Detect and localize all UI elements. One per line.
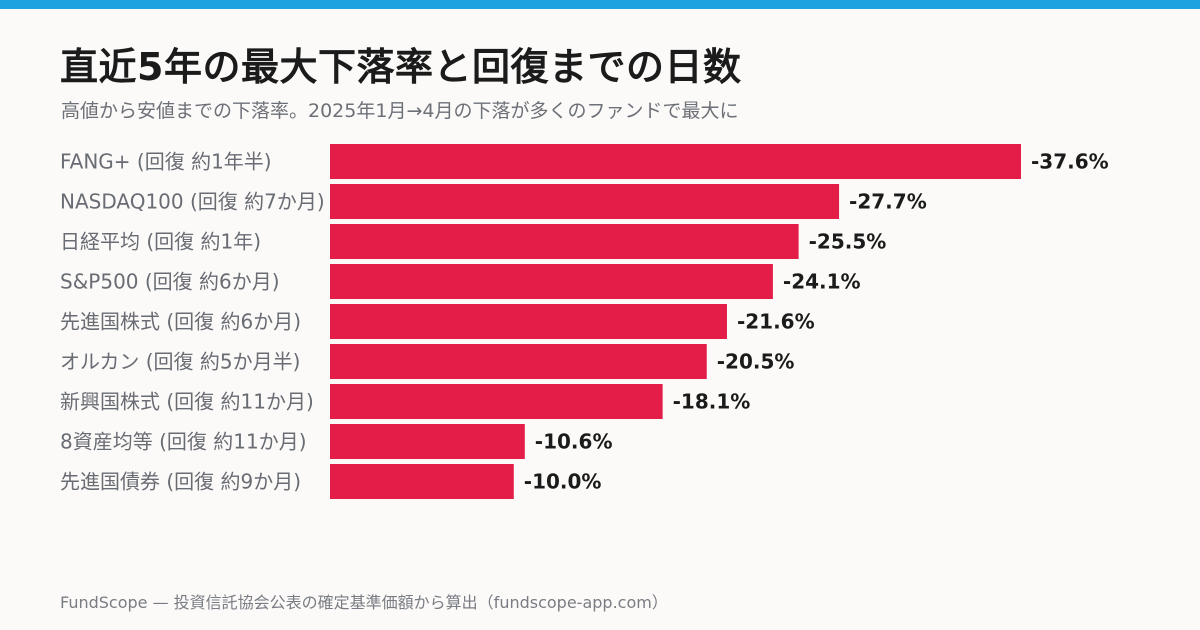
category-label: NASDAQ100 (回復 約7か月) (60, 190, 325, 214)
category-label: 8資産均等 (回復 約11か月) (60, 430, 307, 454)
chart-title: 直近5年の最大下落率と回復までの日数 (60, 45, 742, 89)
category-label: 新興国株式 (回復 約11か月) (60, 390, 314, 414)
category-label: FANG+ (回復 約1年半) (60, 150, 272, 174)
bar (330, 464, 514, 499)
category-label: 日経平均 (回復 約1年) (60, 230, 261, 254)
bar (330, 344, 707, 379)
bar (330, 384, 663, 419)
chart-subtitle: 高値から安値までの下落率。2025年1月→4月の下落が多くのファンドで最大に (61, 100, 739, 122)
category-label: 先進国債券 (回復 約9か月) (60, 470, 301, 494)
bar (330, 144, 1021, 179)
value-label: -37.6% (1031, 150, 1109, 174)
bar (330, 304, 727, 339)
value-label: -21.6% (737, 310, 815, 334)
value-label: -27.7% (849, 190, 927, 214)
top-accent-bar (0, 0, 1200, 9)
bar (330, 184, 840, 219)
value-label: -18.1% (673, 390, 751, 414)
value-label: -24.1% (783, 270, 861, 294)
value-label: -10.0% (524, 470, 602, 494)
bar (330, 264, 773, 299)
category-label: S&P500 (回復 約6か月) (60, 270, 280, 294)
category-label: オルカン (回復 約5か月半) (60, 350, 300, 374)
bar (330, 424, 525, 459)
value-label: -25.5% (809, 230, 887, 254)
value-label: -10.6% (535, 430, 613, 454)
category-label: 先進国株式 (回復 約6か月) (60, 310, 301, 334)
value-label: -20.5% (717, 350, 795, 374)
source-footer: FundScope — 投資信託協会公表の確定基準価額から算出（fundscop… (60, 593, 668, 612)
bar (330, 224, 799, 259)
